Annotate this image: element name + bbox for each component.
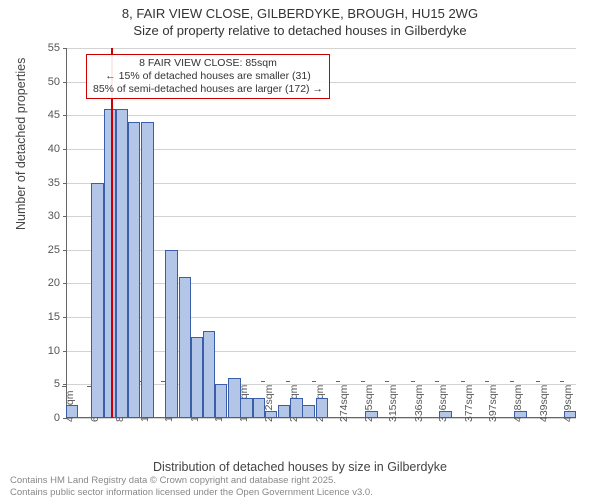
y-tick-label: 20: [48, 277, 66, 289]
histogram-bar: [116, 109, 128, 418]
gridline: [66, 115, 576, 116]
histogram-bar: [215, 384, 227, 418]
x-tick-label: 377sqm: [463, 385, 475, 422]
histogram-bar: [240, 398, 252, 418]
histogram-bar: [179, 277, 191, 418]
histogram-bar: [290, 398, 302, 418]
histogram-bar: [265, 411, 277, 418]
y-tick-label: 40: [48, 143, 66, 155]
annotation-property: 8 FAIR VIEW CLOSE: 85sqm: [93, 57, 323, 70]
footer-line2: Contains public sector information licen…: [10, 487, 373, 498]
footer-line1: Contains HM Land Registry data © Crown c…: [10, 475, 373, 486]
histogram-bar: [564, 411, 576, 418]
histogram-bar: [104, 109, 116, 418]
histogram-bar: [514, 411, 526, 418]
chart-title: 8, FAIR VIEW CLOSE, GILBERDYKE, BROUGH, …: [0, 6, 600, 40]
y-tick-label: 50: [48, 76, 66, 88]
chart-container: 8, FAIR VIEW CLOSE, GILBERDYKE, BROUGH, …: [0, 0, 600, 500]
plot-area: 051015202530354045505548sqm69sqm89sqm110…: [66, 48, 576, 418]
histogram-bar: [128, 122, 140, 418]
x-tick-label: 315sqm: [387, 385, 399, 422]
y-axis-label: Number of detached properties: [14, 58, 28, 230]
gridline: [66, 48, 576, 49]
title-subtitle: Size of property relative to detached ho…: [0, 23, 600, 40]
x-tick-label: 397sqm: [487, 385, 499, 422]
histogram-bar: [165, 250, 177, 418]
histogram-bar: [191, 337, 203, 418]
histogram-bar: [278, 405, 290, 418]
y-tick-label: 10: [48, 345, 66, 357]
y-axis-line: [66, 48, 67, 418]
y-tick-label: 30: [48, 210, 66, 222]
histogram-bar: [91, 183, 103, 418]
annotation-larger: 85% of semi-detached houses are larger (…: [93, 83, 323, 96]
y-tick-label: 15: [48, 311, 66, 323]
property-marker-line: [111, 48, 113, 418]
histogram-bar: [302, 405, 314, 418]
histogram-bar: [439, 411, 451, 418]
footer-attribution: Contains HM Land Registry data © Crown c…: [10, 475, 373, 498]
y-tick-label: 25: [48, 244, 66, 256]
histogram-bar: [365, 411, 377, 418]
histogram-bar: [203, 331, 215, 418]
histogram-bar: [316, 398, 328, 418]
title-address: 8, FAIR VIEW CLOSE, GILBERDYKE, BROUGH, …: [0, 6, 600, 23]
x-tick-label: 274sqm: [338, 385, 350, 422]
x-tick-label: 439sqm: [538, 385, 550, 422]
y-tick-label: 5: [54, 378, 66, 390]
annotation-smaller: ← 15% of detached houses are smaller (31…: [93, 70, 323, 83]
y-tick-label: 35: [48, 177, 66, 189]
y-tick-label: 55: [48, 42, 66, 54]
x-tick-label: 336sqm: [413, 385, 425, 422]
histogram-bar: [141, 122, 153, 418]
annotation-box: 8 FAIR VIEW CLOSE: 85sqm ← 15% of detach…: [86, 54, 330, 99]
histogram-bar: [66, 405, 78, 418]
y-tick-label: 45: [48, 109, 66, 121]
histogram-bar: [253, 398, 265, 418]
x-axis-label: Distribution of detached houses by size …: [0, 460, 600, 474]
histogram-bar: [228, 378, 240, 418]
